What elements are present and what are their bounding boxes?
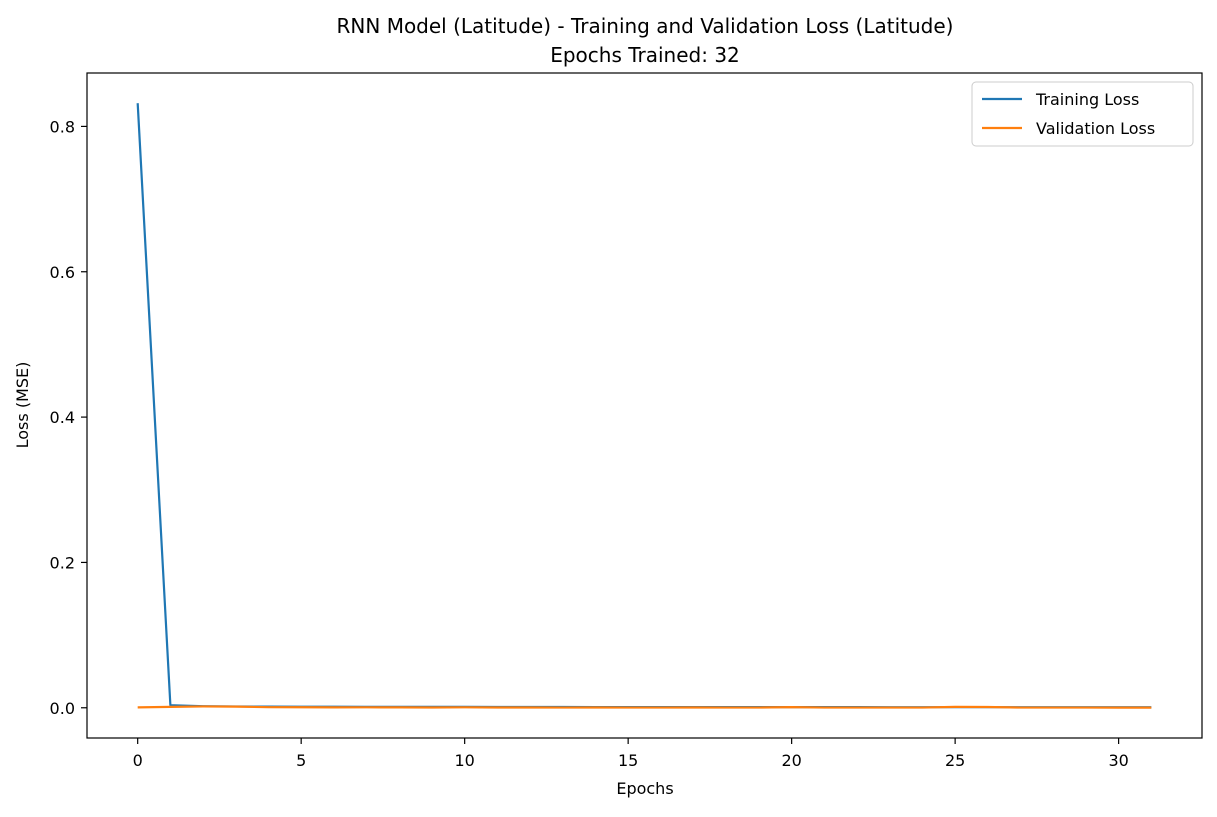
legend: Training Loss Validation Loss	[971, 81, 1194, 147]
chart-title: RNN Model (Latitude) - Training and Vali…	[337, 14, 954, 38]
series-layer	[136, 103, 1152, 709]
legend-box	[971, 81, 1194, 147]
y-tick-label: 0.2	[50, 553, 75, 572]
legend-label-validation: Validation Loss	[1036, 119, 1155, 138]
legend-label-training: Training Loss	[1035, 90, 1139, 109]
x-tick-label: 0	[133, 751, 143, 770]
x-tick-label: 15	[618, 751, 638, 770]
plot-frame	[86, 72, 1203, 739]
series-line-training-loss	[136, 103, 1152, 709]
chart-subtitle: Epochs Trained: 32	[550, 43, 740, 67]
y-tick-label: 0.0	[50, 699, 75, 718]
x-tick-label: 30	[1108, 751, 1128, 770]
ticks-layer: 0 5 10 15 20 25 30 0.0 0.2 0.4 0.6 0.8	[50, 117, 1129, 770]
series-line-validation-loss	[137, 705, 1152, 709]
x-tick-label: 25	[945, 751, 965, 770]
y-tick-label: 0.4	[50, 408, 75, 427]
y-tick-label: 0.6	[50, 263, 75, 282]
y-axis-label: Loss (MSE)	[13, 362, 32, 449]
x-tick-label: 20	[781, 751, 801, 770]
x-axis-label: Epochs	[616, 779, 673, 798]
y-tick-label: 0.8	[50, 117, 75, 136]
x-tick-label: 5	[296, 751, 306, 770]
x-tick-label: 10	[454, 751, 474, 770]
